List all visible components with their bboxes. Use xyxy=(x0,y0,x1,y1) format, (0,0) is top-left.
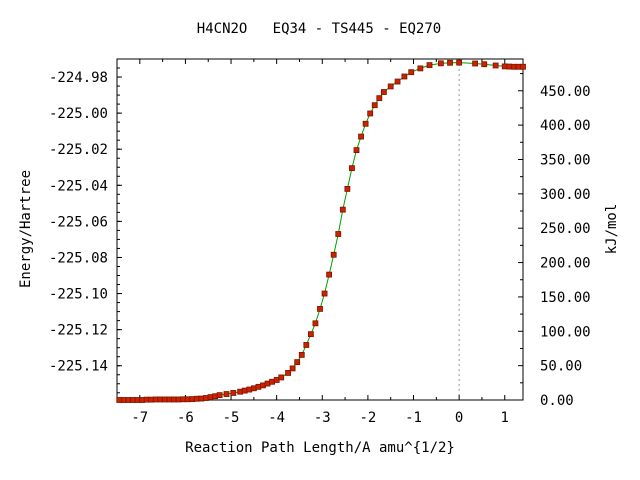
data-point xyxy=(394,78,401,85)
data-point xyxy=(371,102,378,109)
data-point xyxy=(298,351,305,358)
y2-tick-label: 350.00 xyxy=(540,152,591,168)
y2-axis-label: kJ/mol xyxy=(604,204,620,255)
data-point xyxy=(321,290,328,297)
data-point xyxy=(326,271,333,278)
x-tick-label: -2 xyxy=(359,410,376,426)
data-point xyxy=(380,89,387,95)
data-point xyxy=(223,391,230,397)
x-axis-ticks: -7 -6 -5 -4 -3 -2 -1 0 1 xyxy=(116,59,509,426)
y2-tick-label: 50.00 xyxy=(540,359,582,375)
y2-tick-label: 200.00 xyxy=(540,256,591,272)
data-point xyxy=(358,133,364,140)
x-tick-label: -4 xyxy=(268,410,285,426)
data-point xyxy=(520,63,526,70)
x-tick-label: 0 xyxy=(455,410,463,426)
y-tick-label: -225.06 xyxy=(49,214,108,230)
data-point xyxy=(216,392,223,399)
data-point xyxy=(278,374,285,381)
data-point xyxy=(312,320,319,327)
y-tick-label: -225.04 xyxy=(49,178,108,194)
data-point xyxy=(307,331,314,338)
x-axis-label: Reaction Path Length/A amu^{1/2} xyxy=(185,440,455,456)
data-point xyxy=(335,231,342,237)
y-axis-ticks: -224.98 -225.00 -225.02 -225.04 -225.06 -225.… xyxy=(49,58,122,394)
data-point xyxy=(472,60,479,67)
x-tick-label: -5 xyxy=(223,410,240,426)
y2-tick-label: 150.00 xyxy=(540,290,591,306)
y2-tick-label: 250.00 xyxy=(540,221,591,237)
data-point xyxy=(456,59,463,66)
data-point xyxy=(344,186,351,192)
y2-tick-label: 100.00 xyxy=(540,324,591,340)
y-tick-label: -225.08 xyxy=(49,250,108,266)
energy-series-markers xyxy=(116,59,526,403)
y-tick-label: -225.10 xyxy=(49,287,108,303)
data-point xyxy=(367,110,374,117)
x-tick-label: -1 xyxy=(405,410,422,426)
x-tick-label: -6 xyxy=(177,410,194,426)
data-point xyxy=(294,359,301,366)
data-point xyxy=(339,206,346,213)
y-tick-label: -225.14 xyxy=(49,359,108,375)
data-point xyxy=(481,61,488,68)
y-tick-label: -225.12 xyxy=(49,323,108,339)
energy-series-line xyxy=(119,62,523,401)
x-tick-label: 1 xyxy=(501,410,509,426)
plot-frame xyxy=(116,58,524,401)
data-point xyxy=(437,60,444,67)
y2-tick-label: 400.00 xyxy=(540,118,591,134)
y-tick-label: -225.00 xyxy=(49,106,108,122)
data-point xyxy=(330,251,337,258)
data-point xyxy=(447,59,453,66)
data-point xyxy=(317,305,323,312)
data-point xyxy=(387,83,394,90)
x-tick-label: -3 xyxy=(314,410,331,426)
x-tick-label: -7 xyxy=(131,410,148,426)
data-point xyxy=(417,65,424,72)
data-point xyxy=(289,365,296,372)
y-tick-label: -225.02 xyxy=(49,142,108,158)
y2-axis-ticks: 0.00 50.00 100.00 150.00 200.00 250.00 300.00 3… xyxy=(518,73,591,409)
data-point xyxy=(376,95,383,102)
data-point xyxy=(492,62,499,69)
y2-tick-label: 300.00 xyxy=(540,187,591,203)
data-point xyxy=(408,69,415,76)
y2-tick-label: 0.00 xyxy=(540,393,574,409)
data-point xyxy=(349,165,355,172)
data-point xyxy=(426,62,433,69)
data-point xyxy=(401,73,408,80)
chart-title: H4CN2O EQ34 - TS445 - EQ270 xyxy=(197,21,441,37)
y2-tick-label: 450.00 xyxy=(540,84,591,100)
data-point xyxy=(362,120,369,127)
data-point xyxy=(285,370,291,376)
y-axis-label: Energy/Hartree xyxy=(18,170,34,288)
data-point xyxy=(230,390,237,396)
data-point xyxy=(303,342,310,348)
y-tick-label: -224.98 xyxy=(49,70,108,86)
data-point xyxy=(353,147,360,154)
